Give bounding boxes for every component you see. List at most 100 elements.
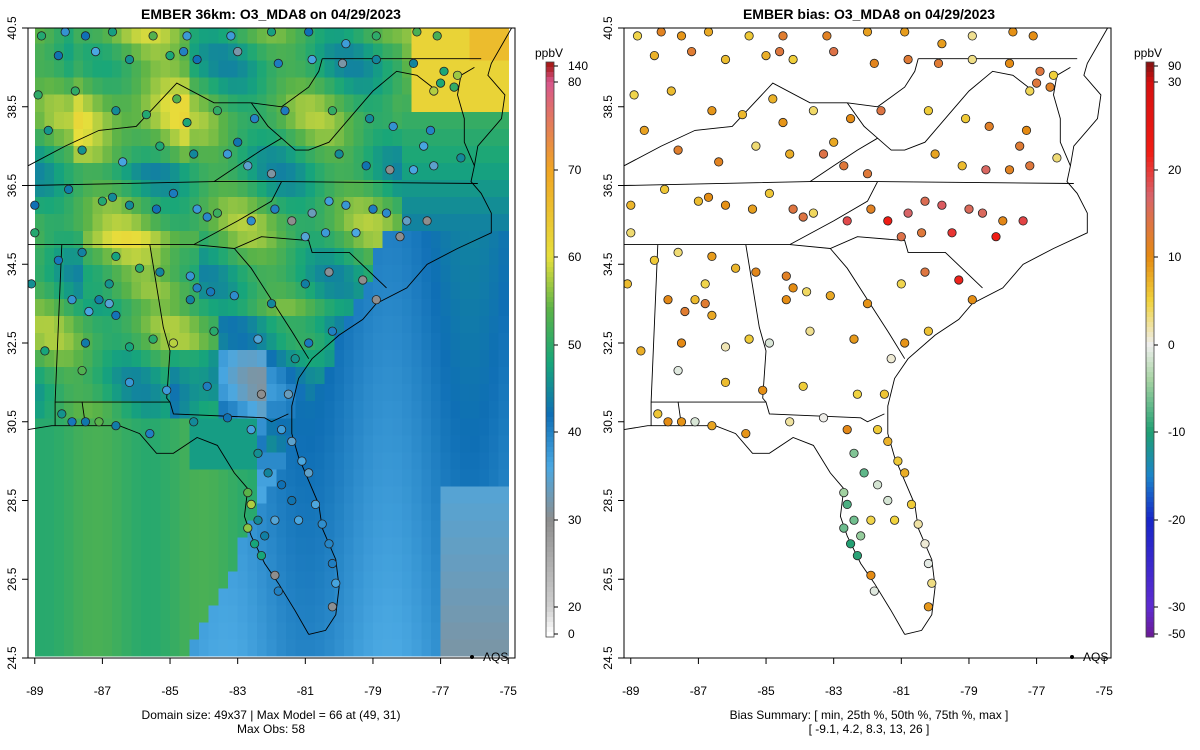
observation-site-marker bbox=[290, 354, 300, 364]
observation-site-marker bbox=[246, 216, 256, 226]
observation-site-marker bbox=[189, 417, 199, 427]
y-tick-label: 34.5 bbox=[5, 252, 19, 276]
bias-site-marker bbox=[825, 291, 835, 301]
bias-site-marker bbox=[649, 255, 660, 265]
observation-site-marker bbox=[371, 31, 381, 41]
bias-site-marker bbox=[872, 424, 883, 435]
y-tick-label: 24.5 bbox=[5, 646, 19, 670]
bias-site-marker bbox=[781, 271, 791, 281]
colorbar-tick-label: -10 bbox=[1168, 425, 1186, 439]
x-tick-label: -85 bbox=[161, 684, 179, 698]
right-caption-line1: Bias Summary: [ min, 25th %, 50th %, 75t… bbox=[730, 708, 1009, 722]
bias-site-marker bbox=[954, 275, 964, 285]
observation-site-marker bbox=[67, 417, 77, 427]
bias-site-marker bbox=[903, 208, 913, 218]
bias-site-marker bbox=[964, 204, 974, 214]
observation-site-marker bbox=[266, 169, 277, 179]
observation-site-marker bbox=[276, 424, 287, 435]
colorbar-tick-label: 50 bbox=[568, 338, 582, 352]
bias-site-marker bbox=[663, 295, 673, 305]
observation-site-marker bbox=[222, 149, 233, 159]
bias-site-marker bbox=[737, 110, 748, 120]
bias-site-marker bbox=[690, 295, 700, 305]
observation-site-marker bbox=[141, 110, 151, 120]
observation-site-marker bbox=[439, 66, 449, 76]
observation-site-marker bbox=[148, 31, 158, 41]
bias-site-marker bbox=[829, 137, 839, 147]
observation-site-marker bbox=[408, 58, 419, 69]
observation-site-marker bbox=[135, 263, 145, 273]
bias-site-marker bbox=[818, 149, 829, 159]
observation-site-marker bbox=[422, 216, 432, 226]
x-tick-label: -83 bbox=[825, 684, 843, 698]
y-tick-label: 36.5 bbox=[5, 173, 19, 197]
observation-site-marker bbox=[287, 495, 297, 506]
bias-site-marker bbox=[849, 515, 859, 525]
observation-site-marker bbox=[30, 228, 40, 238]
observation-site-marker bbox=[327, 326, 337, 336]
observation-site-marker bbox=[266, 298, 277, 309]
left-legend-dot-icon bbox=[470, 655, 474, 659]
bias-site-marker bbox=[896, 232, 906, 242]
observation-site-marker bbox=[155, 267, 165, 277]
right-y-axis: 40.5 38.5 36.5 34.5 32.5 30.5 28.5 26.5 24.5 bbox=[601, 16, 624, 670]
observation-site-marker bbox=[412, 28, 422, 37]
bias-site-marker bbox=[927, 578, 937, 588]
observation-site-marker bbox=[124, 54, 135, 65]
observation-site-marker bbox=[256, 550, 266, 561]
boundary-line bbox=[149, 244, 171, 403]
bias-site-marker bbox=[1018, 216, 1028, 226]
bias-site-marker bbox=[1045, 82, 1055, 92]
observation-site-marker bbox=[293, 515, 304, 525]
observation-site-marker bbox=[182, 117, 192, 128]
observation-site-marker bbox=[70, 86, 80, 96]
observation-site-marker bbox=[358, 275, 368, 285]
bias-site-marker bbox=[764, 188, 775, 198]
observation-site-marker bbox=[317, 519, 327, 529]
right-panel: EMBER bias: O3_MDA8 on 04/29/2023 -89 -87… bbox=[601, 6, 1113, 736]
observation-site-marker bbox=[111, 310, 121, 320]
bias-site-marker bbox=[744, 334, 754, 344]
bias-site-marker bbox=[624, 279, 632, 289]
observation-site-marker bbox=[233, 46, 243, 57]
left-colorbar: ppbV 140 80 70 60 50 40 30 20 0 bbox=[535, 46, 588, 641]
observation-site-marker bbox=[148, 334, 158, 344]
right-legend-dot-icon bbox=[1070, 655, 1074, 659]
bias-site-marker bbox=[720, 377, 731, 387]
observation-site-marker bbox=[202, 212, 212, 222]
bias-site-marker bbox=[751, 141, 761, 151]
bias-site-marker bbox=[778, 117, 788, 128]
bias-site-marker bbox=[785, 149, 795, 159]
bias-site-marker bbox=[842, 216, 852, 226]
right-x-axis: -89 -87 -85 -83 -81 -79 -77 -75 bbox=[622, 658, 1113, 698]
observation-site-marker bbox=[212, 106, 222, 116]
bias-site-marker bbox=[673, 247, 683, 257]
observation-site-marker bbox=[162, 385, 172, 395]
boundary-line bbox=[624, 425, 906, 635]
observation-site-marker bbox=[324, 267, 334, 277]
observation-site-marker bbox=[145, 428, 155, 439]
observation-site-marker bbox=[253, 448, 263, 458]
observation-site-marker bbox=[324, 196, 334, 206]
observation-site-marker bbox=[287, 436, 297, 446]
bias-site-marker bbox=[872, 480, 883, 490]
observation-site-marker bbox=[310, 499, 321, 509]
bias-site-marker bbox=[714, 157, 724, 167]
y-tick-label: 38.5 bbox=[5, 95, 19, 119]
boundary-line bbox=[1053, 67, 1071, 166]
observation-site-marker bbox=[77, 365, 87, 376]
observation-site-marker bbox=[270, 570, 280, 580]
bias-site-marker bbox=[876, 106, 886, 116]
bias-site-marker bbox=[920, 196, 930, 206]
bias-site-marker bbox=[741, 428, 751, 439]
bias-site-marker bbox=[700, 279, 710, 289]
boundary-line bbox=[457, 67, 475, 166]
left-x-axis: -89 -87 -85 -83 -81 -79 -77 -75 bbox=[26, 658, 517, 698]
bias-site-marker bbox=[916, 228, 927, 238]
bias-site-marker bbox=[751, 267, 761, 277]
observation-site-marker bbox=[250, 114, 260, 124]
x-tick-label: -79 bbox=[364, 684, 382, 698]
bias-site-marker bbox=[798, 212, 808, 222]
observation-site-marker bbox=[226, 31, 236, 41]
bias-site-marker bbox=[845, 114, 856, 124]
